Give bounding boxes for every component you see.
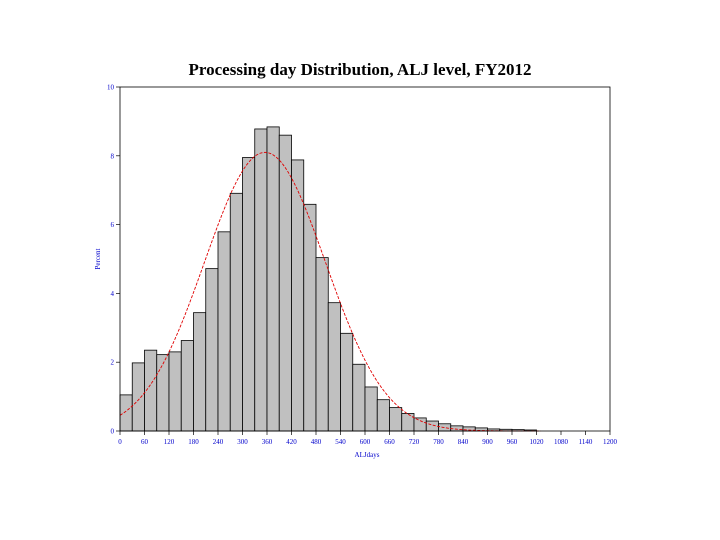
histogram-bar <box>438 423 452 432</box>
x-tick-label: 360 <box>262 438 273 446</box>
x-tick-label: 60 <box>141 438 149 446</box>
y-axis-label: Percent <box>94 248 102 269</box>
y-tick-label: 2 <box>111 359 115 367</box>
x-tick-label: 660 <box>384 438 395 446</box>
y-tick-label: 8 <box>111 152 115 160</box>
histogram-bar <box>217 231 231 432</box>
histogram-bar <box>266 126 280 432</box>
y-tick-label: 0 <box>111 428 115 436</box>
histogram-bar <box>340 332 354 432</box>
histogram-bar <box>364 386 378 432</box>
x-tick-label: 780 <box>433 438 444 446</box>
x-tick-label: 900 <box>482 438 493 446</box>
x-tick-label: 300 <box>237 438 248 446</box>
y-tick-label: 6 <box>111 221 115 229</box>
histogram-bar <box>413 417 427 432</box>
x-tick-label: 960 <box>507 438 518 446</box>
axes: 0 60 120 180 240 300 360 420 480 540 600 660 720 780 8… <box>107 84 618 447</box>
histogram-bar <box>315 257 329 432</box>
y-tick-label: 10 <box>107 84 115 92</box>
x-tick-label: 480 <box>311 438 322 446</box>
x-tick-label: 0 <box>118 438 122 446</box>
histogram-bar <box>254 128 268 432</box>
x-axis-label: ALJdays <box>355 451 380 459</box>
x-tick-label: 120 <box>164 438 175 446</box>
x-tick-label: 1200 <box>603 438 618 446</box>
histogram-bar <box>168 351 182 432</box>
histogram-bars <box>119 126 537 432</box>
x-tick-label: 240 <box>213 438 224 446</box>
histogram-bar <box>389 407 403 432</box>
x-tick-label: 1020 <box>530 438 545 446</box>
histogram-bar <box>229 192 243 432</box>
x-tick-label: 840 <box>458 438 469 446</box>
histogram-bar <box>180 340 194 432</box>
x-tick-label: 1140 <box>579 438 593 446</box>
histogram-bar <box>474 427 488 432</box>
histogram-bar <box>131 362 145 432</box>
x-tick-label: 540 <box>335 438 346 446</box>
histogram-bar <box>119 394 133 432</box>
histogram-bar <box>376 399 390 432</box>
normal-curve-group <box>119 151 541 432</box>
histogram-bar <box>156 354 170 432</box>
x-tick-label: 420 <box>286 438 297 446</box>
x-tick-label: 1080 <box>554 438 569 446</box>
x-tick-label: 180 <box>188 438 199 446</box>
x-tick-label: 720 <box>409 438 420 446</box>
histogram-bar <box>352 363 366 432</box>
y-tick-label: 4 <box>111 290 115 298</box>
histogram-bar <box>278 134 292 432</box>
histogram-bar <box>327 302 341 432</box>
histogram-bar <box>425 420 439 432</box>
histogram-bar <box>193 312 207 432</box>
histogram-bar <box>303 203 317 432</box>
chart-title: Processing day Distribution, ALJ level, … <box>188 60 532 79</box>
x-tick-label: 600 <box>360 438 371 446</box>
normal-curve <box>119 151 541 432</box>
histogram-bar <box>205 268 219 432</box>
histogram-bar <box>242 157 256 432</box>
histogram-bar <box>401 413 415 432</box>
